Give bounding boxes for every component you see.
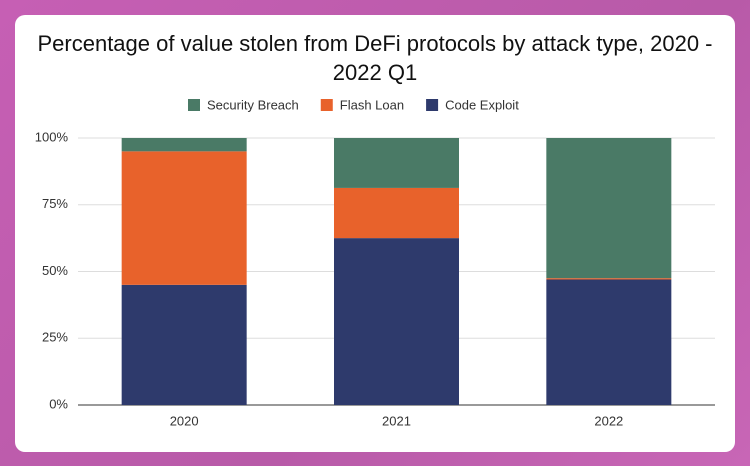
y-tick-label: 50%	[42, 263, 68, 278]
x-tick-label: 2021	[382, 413, 411, 428]
bar-segment	[546, 278, 672, 280]
legend-swatch	[188, 99, 200, 111]
legend-label: Flash Loan	[340, 97, 404, 112]
bar-segment	[334, 238, 459, 405]
legend-label: Code Exploit	[445, 97, 519, 112]
bar-segment	[546, 279, 672, 405]
bar-segment	[121, 151, 247, 285]
legend-swatch	[426, 99, 439, 111]
bar-segment	[121, 284, 247, 405]
bar-segment	[121, 138, 247, 152]
y-tick-label: 100%	[35, 129, 69, 144]
y-tick-label: 25%	[42, 330, 68, 345]
y-tick-label: 75%	[42, 196, 68, 211]
bar-segment	[334, 138, 459, 188]
chart-title: Percentage of value stolen from DeFi pro…	[37, 31, 713, 85]
x-tick-label: 2022	[594, 413, 623, 428]
y-tick-label: 0%	[49, 396, 68, 411]
bar-segment	[546, 138, 672, 279]
bar-segment	[334, 187, 459, 239]
x-tick-label: 2020	[170, 413, 199, 428]
legend-swatch	[320, 99, 333, 111]
legend-label: Security Breach	[207, 97, 299, 112]
